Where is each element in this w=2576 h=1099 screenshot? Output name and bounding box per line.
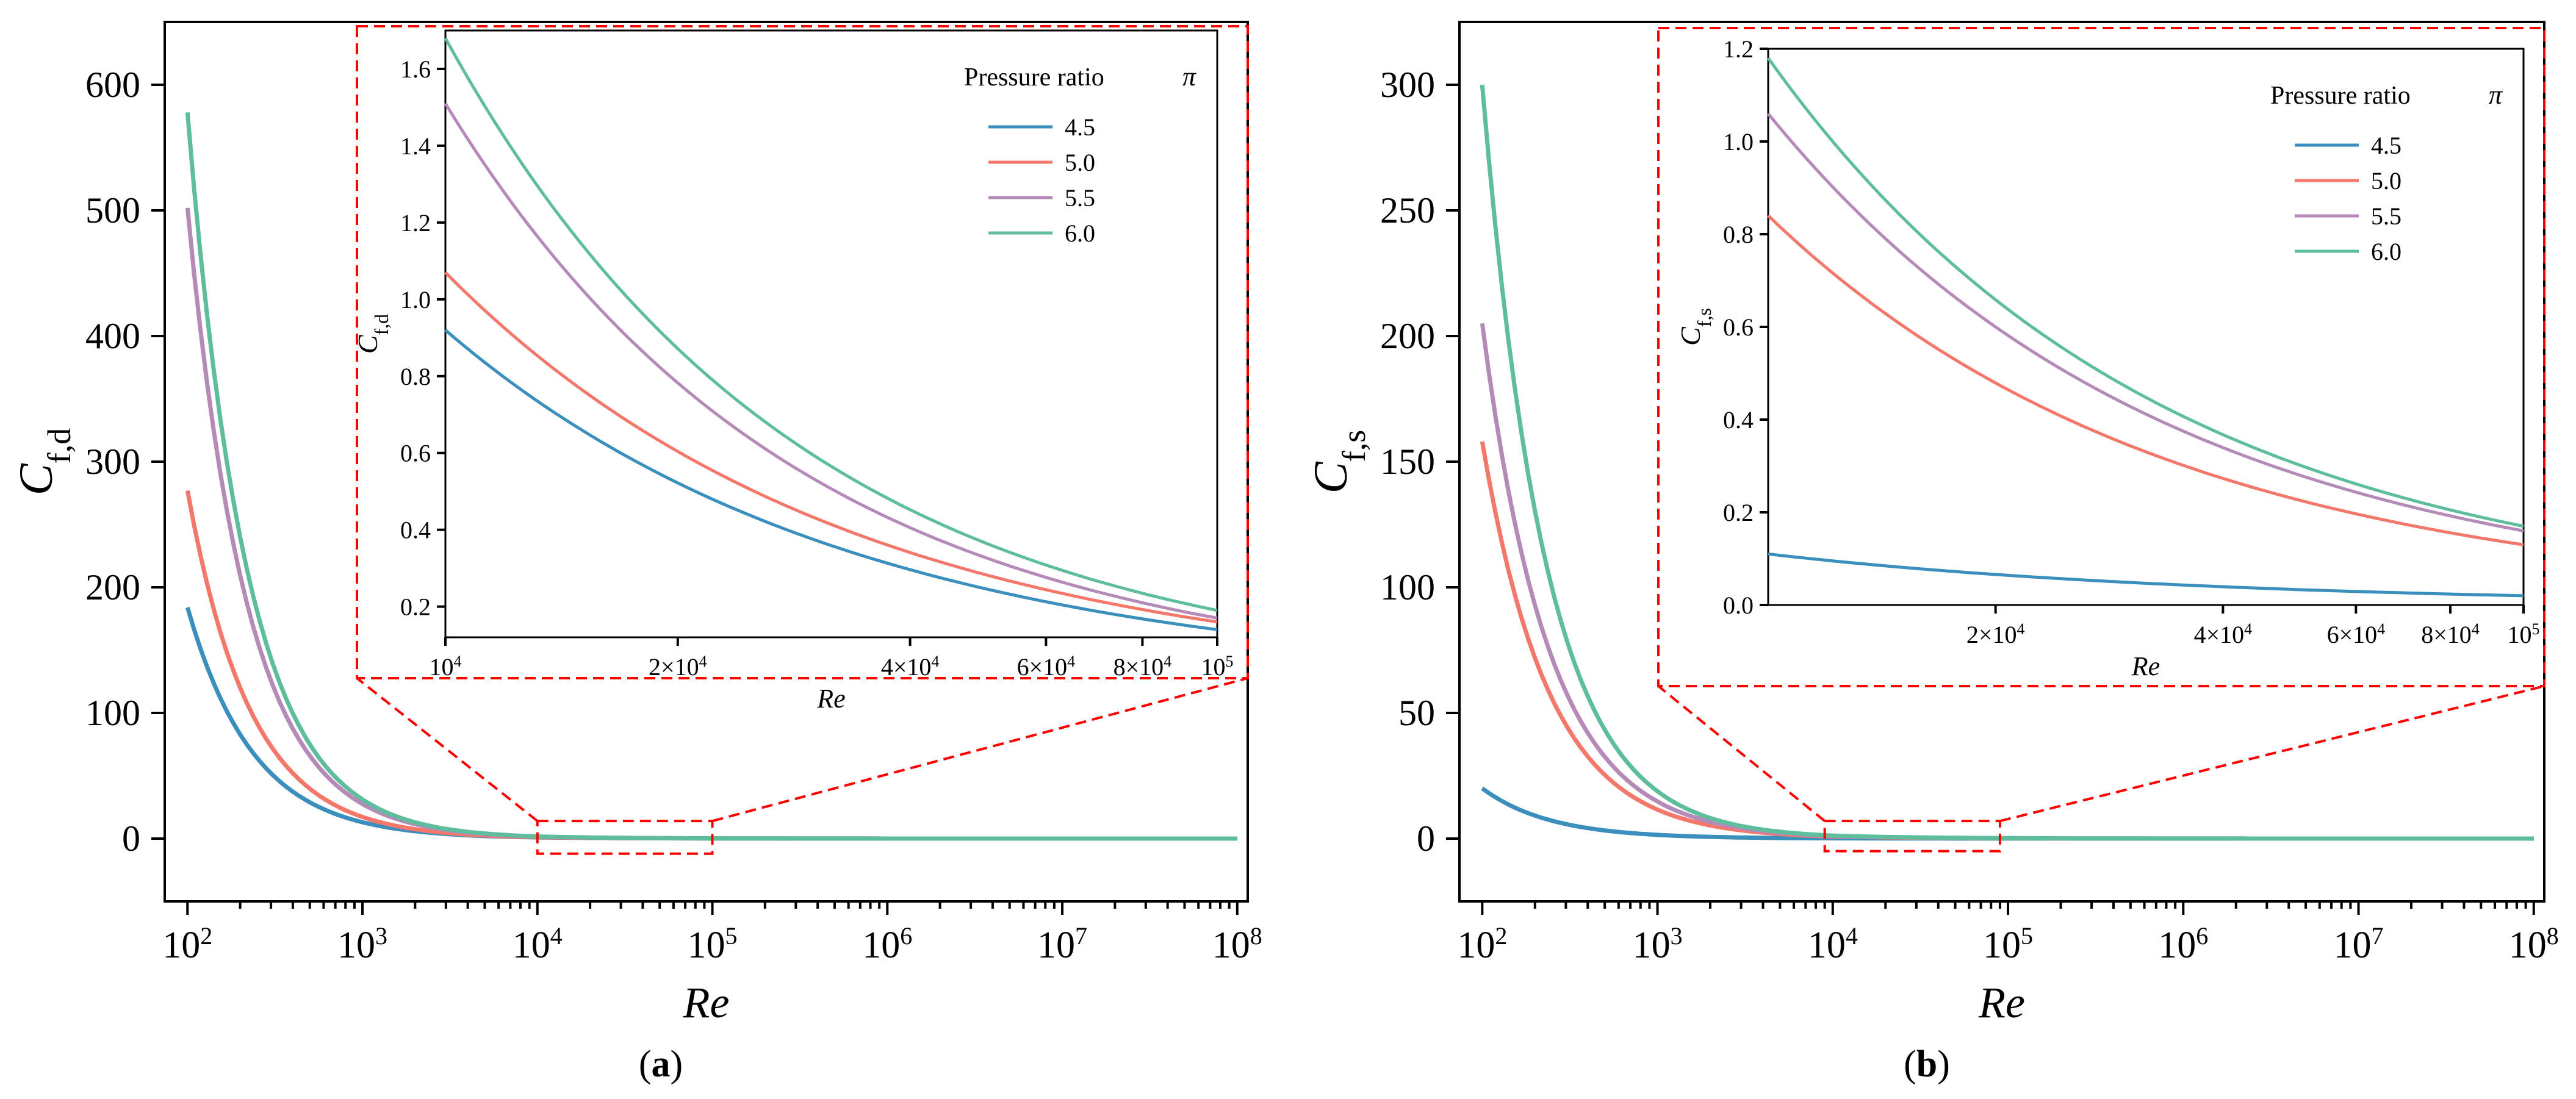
panel-b-inset-x-tick-label: 6×104	[2327, 620, 2386, 649]
panel-a-x-tick-label: 108	[1212, 922, 1262, 967]
panel-b-label: (b)	[1904, 1044, 1950, 1085]
panel-a-legend-title: Pressure ratio	[964, 63, 1104, 91]
panel-b-zoom-region	[1823, 820, 2001, 853]
panel-a-y-tick-label: 400	[85, 316, 140, 356]
panel-a-legend-label-6.0: 6.0	[1065, 220, 1095, 247]
panel-b-legend-title-pi: π	[2489, 80, 2503, 110]
panel-b-inset-series-line-6.0	[1766, 57, 2524, 528]
panel-a-inset-frame	[444, 29, 1218, 639]
panel-a-inset-x-tick-label: 4×104	[881, 653, 940, 681]
panel-b-legend-title: Pressure ratio	[2270, 82, 2411, 110]
panel-a-inset-x-tick-label: 8×104	[1114, 653, 1172, 681]
panel-b-legend-label-4.5: 4.5	[2371, 132, 2402, 159]
panel-b-y-tick-label: 200	[1380, 316, 1435, 356]
panel-a-inset-y-tick-label: 1.2	[400, 209, 431, 237]
panel-b-inset-y-tick-label: 0.8	[1723, 221, 1754, 248]
panel-b-inset-x-axis-label: Re	[2131, 651, 2160, 681]
panel-a-x-tick-label: 107	[1037, 922, 1087, 967]
panel-b-inset-x-tick-label: 4×104	[2194, 620, 2253, 649]
panel-a-legend-title-pi: π	[1182, 62, 1197, 91]
panel-b-legend-label-5.5: 5.5	[2371, 202, 2402, 230]
panel-a-inset-y-axis-label: Cf,d	[352, 314, 392, 354]
panel-b-x-tick-label: 104	[1808, 922, 1858, 967]
panel-a-x-tick-label: 106	[862, 922, 912, 967]
panel-b-inset-y-tick-label: 1.0	[1723, 128, 1754, 156]
panel-b-inset-y-tick-label: 1.2	[1723, 35, 1754, 63]
panel-a-zoom-connector-right	[712, 677, 1248, 823]
panel-b-inset-y-tick-label: 0.4	[1723, 406, 1754, 434]
panel-a-inset-x-tick-label: 104	[430, 653, 462, 681]
panel-b-inset-y-tick-label: 0.0	[1723, 592, 1754, 619]
panel-b-x-tick-label: 102	[1457, 922, 1507, 967]
panel-b-inset-x-tick-label: 8×104	[2421, 620, 2480, 649]
panel-b-x-tick-label: 106	[2158, 922, 2208, 967]
panel-b-x-tick-label: 103	[1633, 922, 1683, 967]
panel-a-inset-zoom-frame	[356, 25, 1249, 679]
panel-a-legend-label-5.0: 5.0	[1065, 149, 1095, 176]
panel-a-y-tick-label: 200	[85, 567, 140, 607]
panel-b-y-tick-label: 150	[1380, 442, 1435, 482]
panel-b-inset-y-tick-label: 0.2	[1723, 499, 1754, 526]
panel-b-inset-zoom-frame	[1657, 27, 2545, 687]
panel-a-y-tick-label: 300	[85, 442, 140, 482]
panel-b-y-tick-label: 250	[1380, 190, 1435, 231]
panel-b-zoom-connector-right	[1999, 685, 2545, 823]
panel-a-inset-y-tick-label: 0.4	[400, 517, 431, 544]
panel-b-x-tick-label: 105	[1983, 922, 2033, 967]
panel-a-inset-y-tick-label: 0.6	[400, 440, 431, 467]
panel-b-inset-y-tick-label: 0.6	[1723, 313, 1754, 341]
panel-a-inset-series-line-5.5	[444, 102, 1218, 620]
panel-a-inset-series-line-4.5	[444, 329, 1218, 631]
panel-a-inset-x-tick-label: 6×104	[1017, 653, 1076, 681]
panel-a-inset-y-tick-label: 0.2	[400, 593, 431, 621]
panel-a-x-tick-label: 104	[513, 922, 563, 967]
panel-a-y-tick-label: 500	[85, 190, 140, 231]
panel-a-inset-x-axis-label: Re	[816, 684, 845, 714]
panel-b-inset-series-line-5.0	[1767, 214, 2524, 546]
panel-a-inset-x-tick-label: 2×104	[649, 653, 707, 681]
panel-b-inset-series-line-5.5	[1767, 112, 2524, 532]
panel-a-x-tick-label: 102	[162, 922, 212, 967]
panel-b-y-tick-label: 0	[1417, 818, 1435, 859]
panel-b-inset-x-tick-label: 105	[2508, 620, 2540, 649]
panel-a-zoom-connector-left	[356, 677, 539, 822]
panel-b-zoom-connector-left	[1657, 685, 1826, 822]
panel-a-x-tick-label: 105	[688, 922, 738, 967]
panel-b-y-tick-label: 300	[1380, 65, 1435, 105]
panel-b-x-tick-label: 108	[2509, 922, 2559, 967]
panel-a-x-tick-label: 103	[337, 922, 387, 967]
panel-b-y-tick-label: 100	[1380, 567, 1435, 607]
panel-b-y-tick-label: 50	[1398, 693, 1435, 733]
panel-a-y-tick-label: 100	[85, 693, 140, 733]
panel-a-inset-y-tick-label: 1.6	[400, 55, 431, 83]
panel-a-inset-y-tick-label: 0.8	[400, 363, 431, 390]
panel-a-y-tick-label: 0	[122, 818, 140, 859]
panel-b-x-axis-label: Re	[1978, 978, 2025, 1027]
panel-b-inset-y-axis-label: Cf,s	[1675, 308, 1715, 346]
panel-a-x-axis-label: Re	[683, 978, 730, 1027]
panel-a-zoom-region	[536, 820, 714, 855]
panel-b-y-axis-label: Cf,s	[1304, 430, 1372, 494]
panel-a-y-axis-label: Cf,d	[9, 428, 77, 496]
panel-a-inset-y-tick-label: 1.0	[400, 286, 431, 313]
panel-b-series-line-4.5	[1481, 786, 2534, 841]
panel-a-inset-series-line-5.0	[444, 271, 1218, 624]
panel-a-label: (a)	[639, 1044, 683, 1085]
panel-a-legend-label-4.5: 4.5	[1065, 113, 1095, 141]
panel-b-inset-x-tick-label: 2×104	[1966, 620, 2025, 649]
panel-a-inset-x-tick-label: 105	[1201, 653, 1234, 681]
panel-b-legend-label-6.0: 6.0	[2371, 238, 2402, 265]
panel-a-inset-series-line-6.0	[444, 37, 1218, 612]
panel-b-inset-frame	[1767, 48, 2525, 606]
panel-a-legend-label-5.5: 5.5	[1065, 184, 1095, 212]
panel-b-inset-series-line-4.5	[1768, 552, 2524, 598]
panel-a-y-tick-label: 600	[85, 65, 140, 105]
panel-b-series-line-6.0	[1480, 84, 2534, 841]
panel-b-legend-label-5.0: 5.0	[2371, 167, 2402, 195]
panel-a-inset-y-tick-label: 1.4	[400, 132, 431, 160]
panel-b-x-tick-label: 107	[2334, 922, 2384, 967]
